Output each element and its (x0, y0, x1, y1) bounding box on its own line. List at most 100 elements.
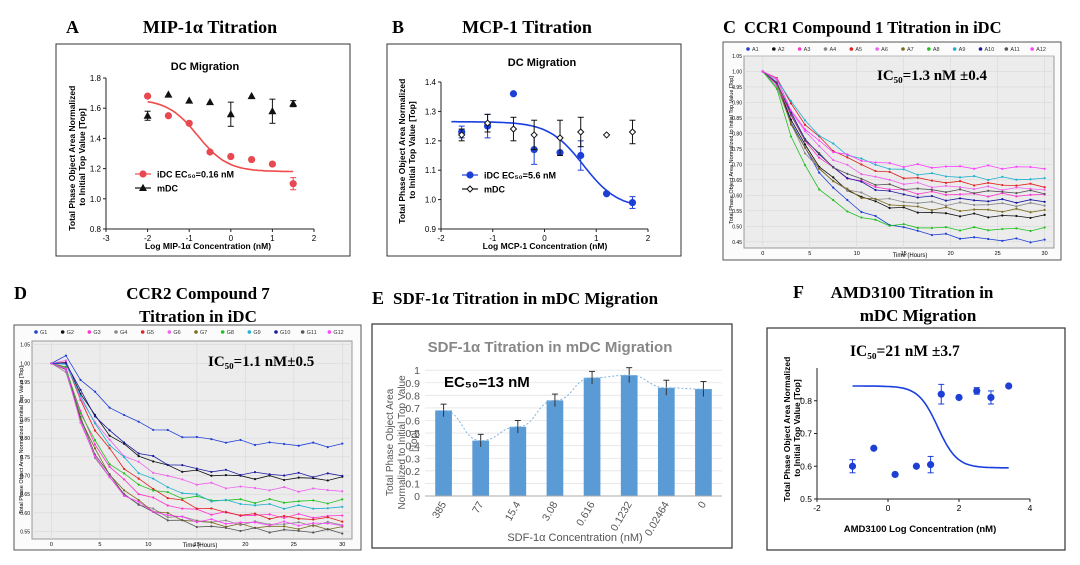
series-point (860, 191, 863, 194)
series-point (803, 146, 807, 149)
y-tick-label: 0.80 (732, 131, 742, 137)
series-point (1001, 167, 1004, 170)
series-point (874, 161, 877, 164)
series-point (123, 472, 126, 475)
series-point (818, 134, 821, 137)
series-point (1029, 193, 1032, 196)
series-point (860, 216, 863, 219)
series-point (888, 183, 891, 186)
series-point (312, 507, 315, 510)
series-point (152, 496, 155, 499)
series-point (860, 196, 863, 200)
panel-f-ylabel-line1: Total Phase Object Area Normalized (782, 357, 792, 502)
series-point (832, 166, 835, 169)
series-point (973, 184, 976, 187)
y-tick-label: 0.45 (732, 240, 742, 246)
series-point (944, 165, 948, 168)
panel-d-legend: G1 G2 G3 G4 G5 G6 G7 G8 G9 G10 G11 G12 (34, 330, 344, 336)
series-point (987, 178, 990, 182)
mDC-point (268, 107, 277, 115)
series-point (1015, 165, 1018, 168)
x-tick-label: -3 (102, 234, 110, 243)
mDC-point (206, 97, 214, 106)
legend-marker (901, 47, 905, 51)
series-point (312, 524, 315, 527)
series-point (224, 498, 228, 501)
series-point (987, 237, 990, 241)
series-point (253, 526, 257, 529)
panel-f-title-line1: AMD3100 Titration in (831, 283, 994, 302)
series-point (789, 123, 793, 126)
panel-a-xlabel: Log MIP-1α Concentration (nM) (145, 241, 271, 251)
legend-label: G7 (200, 330, 207, 336)
series-point (944, 181, 948, 184)
series-point (224, 441, 228, 444)
series-point (166, 511, 169, 514)
series-point (152, 471, 155, 474)
y-tick-label: 1.00 (20, 361, 30, 367)
legend-label: G5 (147, 330, 154, 336)
series-point (181, 464, 184, 467)
series-point (1043, 188, 1046, 191)
x-tick-label: 77 (470, 499, 486, 515)
panel-c: C CCR1 Compound 1 Titration in iDC A1 A2 A… (722, 17, 1062, 261)
panel-a-frame (55, 43, 351, 257)
series-point (166, 486, 169, 489)
y-tick-label: 1.3 (425, 107, 437, 116)
legend-label: G4 (120, 330, 127, 336)
series-point (166, 463, 169, 467)
series-point (181, 470, 184, 473)
series-point (210, 470, 213, 474)
panel-e-ylabel-line1: Total Phase Object Area (385, 388, 396, 496)
series-point (210, 438, 213, 441)
series-point (1015, 237, 1018, 240)
panel-c-plot: 0.45 0.50 0.55 0.60 0.65 0.70 0.75 0.80 0.85 0.90… (732, 54, 1055, 257)
series-point (108, 406, 111, 409)
series-point (268, 517, 271, 521)
y-tick-label: 0.75 (20, 455, 30, 461)
series-point (874, 169, 877, 173)
x-tick-label: -1 (186, 234, 194, 243)
mDC-point (937, 390, 945, 398)
x-tick-label: 10 (145, 542, 151, 548)
series-point (1015, 205, 1018, 208)
series-point (874, 197, 877, 201)
iDC-point (248, 155, 256, 164)
series-point (283, 507, 286, 510)
panel-f-title-line2: mDC Migration (860, 306, 977, 325)
series-point (916, 181, 919, 184)
series-point (297, 444, 300, 447)
series-point (341, 498, 344, 501)
fit-curve (852, 385, 1009, 469)
series-point (166, 496, 169, 500)
panel-letter-e: E (372, 288, 384, 308)
series-point (775, 81, 778, 84)
mDC-point (870, 444, 878, 452)
y-tick-label: 1.05 (20, 343, 30, 349)
series-point (860, 210, 863, 214)
bar (546, 400, 564, 496)
series-point (297, 529, 300, 532)
x-tick-label: 1 (594, 234, 599, 243)
series-point (283, 520, 286, 523)
series-point (930, 188, 933, 191)
series-point (166, 513, 169, 517)
x-tick-label: 5 (98, 542, 101, 548)
series-point (958, 176, 962, 179)
y-tick-label: 0.75 (732, 147, 742, 153)
bar (620, 375, 638, 496)
x-tick-label: 1 (270, 234, 275, 243)
mDC-point (185, 96, 194, 104)
series-point (789, 102, 793, 105)
series-point (832, 176, 835, 179)
fit-curve (451, 120, 633, 205)
legend-marker (466, 171, 474, 179)
legend-label: iDC EC₅₀=5.6 nM (484, 171, 556, 181)
series-point (123, 456, 126, 459)
series-point (137, 477, 140, 480)
panel-f-ylabel: Total Phase Object Area Normalized to In… (782, 354, 802, 501)
series-point (137, 493, 140, 496)
series-point (239, 524, 242, 527)
series-point (818, 156, 821, 159)
